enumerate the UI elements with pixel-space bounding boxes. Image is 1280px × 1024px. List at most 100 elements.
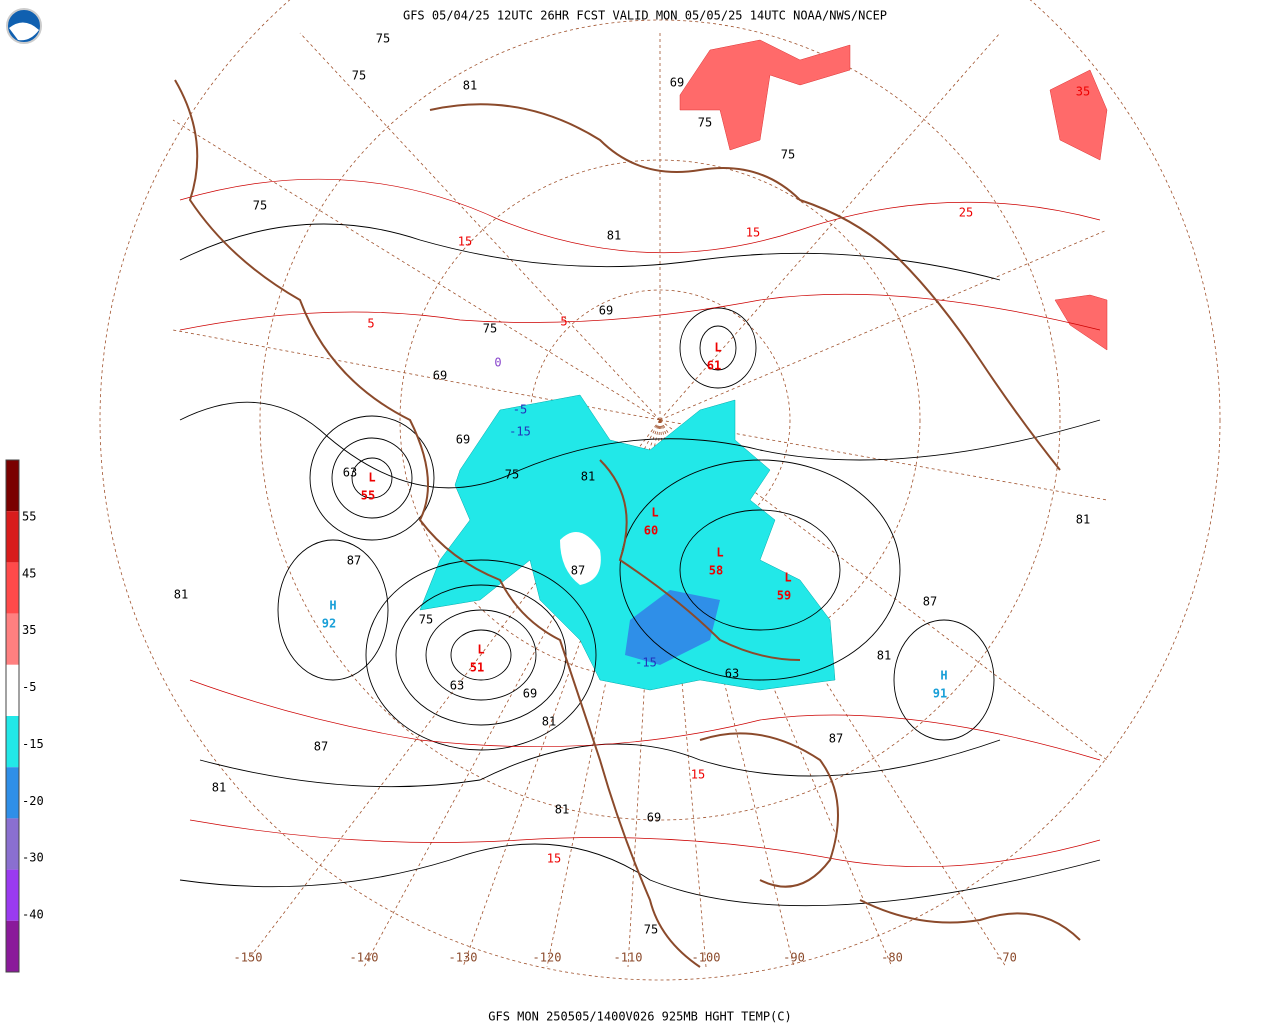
contour-label: 75 (376, 32, 390, 46)
contour-label: 75 (698, 116, 712, 130)
legend-label: -15 (22, 737, 44, 751)
center-symbol: L (368, 471, 375, 485)
contour-label: -15 (635, 656, 657, 670)
legend-swatch (6, 562, 19, 614)
legend-swatch (6, 511, 19, 563)
legend-label: -30 (22, 851, 44, 865)
contour-label: 75 (253, 199, 267, 213)
center-symbol: L (714, 341, 721, 355)
legend-label: 45 (22, 566, 36, 580)
cold-hole (560, 532, 601, 585)
center-value: 60 (644, 524, 658, 538)
legend-swatch (6, 767, 19, 819)
legend-swatch (6, 460, 19, 512)
contour-label: 75 (644, 923, 658, 937)
legend-swatch (6, 818, 19, 870)
warm-area (679, 39, 851, 151)
longitude-label: -90 (783, 951, 805, 965)
very-cold-area (625, 590, 720, 665)
contour-label: 63 (450, 679, 464, 693)
longitude-label: -120 (533, 951, 562, 965)
contour-label: 81 (463, 79, 477, 93)
title: GFS 05/04/25 12UTC 26HR FCST VALID MON 0… (403, 9, 887, 23)
legend-swatch (6, 920, 19, 972)
warm-area (1049, 69, 1108, 161)
contour-label: 81 (212, 781, 226, 795)
contour-label: 81 (581, 470, 595, 484)
center-value: 55 (361, 489, 375, 503)
contour-label: 87 (314, 740, 328, 754)
center-value: 91 (933, 687, 947, 701)
temp-contours (179, 178, 1101, 867)
map (99, 0, 1221, 981)
contour-label: -15 (509, 425, 531, 439)
longitude-label: -130 (449, 951, 478, 965)
contour-label: 15 (691, 768, 705, 782)
center-symbol: L (477, 643, 484, 657)
contour-label: 15 (547, 852, 561, 866)
contour-label: 75 (352, 69, 366, 83)
longitude-label: -140 (350, 951, 379, 965)
legend-swatch (6, 716, 19, 768)
contour-label: 63 (725, 667, 739, 681)
contour-label: 87 (571, 564, 585, 578)
contour-label: 75 (419, 613, 433, 627)
longitude-label: -80 (881, 951, 903, 965)
contour-label: 69 (456, 433, 470, 447)
legend-label: -40 (22, 908, 44, 922)
center-symbol: L (716, 546, 723, 560)
center-symbol: H (329, 599, 336, 613)
center-value: 51 (470, 661, 484, 675)
center-symbol: H (940, 669, 947, 683)
contour-label: 81 (555, 803, 569, 817)
legend-label: 55 (22, 509, 36, 523)
legend-swatch (6, 664, 19, 716)
contour-label: 81 (542, 715, 556, 729)
contour-label: 63 (343, 466, 357, 480)
contour-label: 69 (599, 304, 613, 318)
legend-label: -5 (22, 680, 36, 694)
center-value: 61 (707, 359, 721, 373)
contour-label: 81 (607, 229, 621, 243)
legend-label: 35 (22, 623, 36, 637)
contour-label: 15 (746, 226, 760, 240)
contour-label: -5 (513, 403, 527, 417)
legend-border (5, 459, 20, 973)
contour-label: 5 (367, 317, 374, 331)
center-symbol: L (651, 506, 658, 520)
center-value: 58 (709, 564, 723, 578)
longitude-label: -70 (995, 951, 1017, 965)
contour-label: 0 (494, 356, 501, 370)
contour-label: 69 (523, 687, 537, 701)
contour-label: 87 (829, 732, 843, 746)
noaa-logo (6, 8, 42, 44)
contour-label: 87 (347, 554, 361, 568)
contour-label: 75 (781, 148, 795, 162)
coastlines (174, 79, 1081, 968)
center-value: 92 (322, 617, 336, 631)
contour-label: 81 (1076, 513, 1090, 527)
contour-label: 75 (505, 468, 519, 482)
legend-swatch (6, 613, 19, 665)
contour-label: 69 (647, 811, 661, 825)
longitude-label: -150 (234, 951, 263, 965)
contour-label: 75 (483, 322, 497, 336)
contour-label: 25 (959, 206, 973, 220)
contour-label: 87 (923, 595, 937, 609)
contour-label: 5 (560, 315, 567, 329)
contour-label: 69 (433, 369, 447, 383)
longitude-label: -100 (692, 951, 721, 965)
legend-label: -20 (22, 794, 44, 808)
contour-label: 69 (670, 76, 684, 90)
footer: GFS MON 250505/1400V026 925MB HGHT TEMP(… (488, 1010, 791, 1024)
height-contours (179, 223, 1101, 907)
contour-label: 81 (174, 588, 188, 602)
center-symbol: L (784, 571, 791, 585)
color-legend: 55 45 35 -5 -15 -20 -30 -40 (5, 459, 44, 973)
warm-area (1054, 294, 1108, 351)
contour-label: 35 (1076, 85, 1090, 99)
center-value: 59 (777, 589, 791, 603)
legend-swatch (6, 869, 19, 921)
contour-label: 81 (877, 649, 891, 663)
